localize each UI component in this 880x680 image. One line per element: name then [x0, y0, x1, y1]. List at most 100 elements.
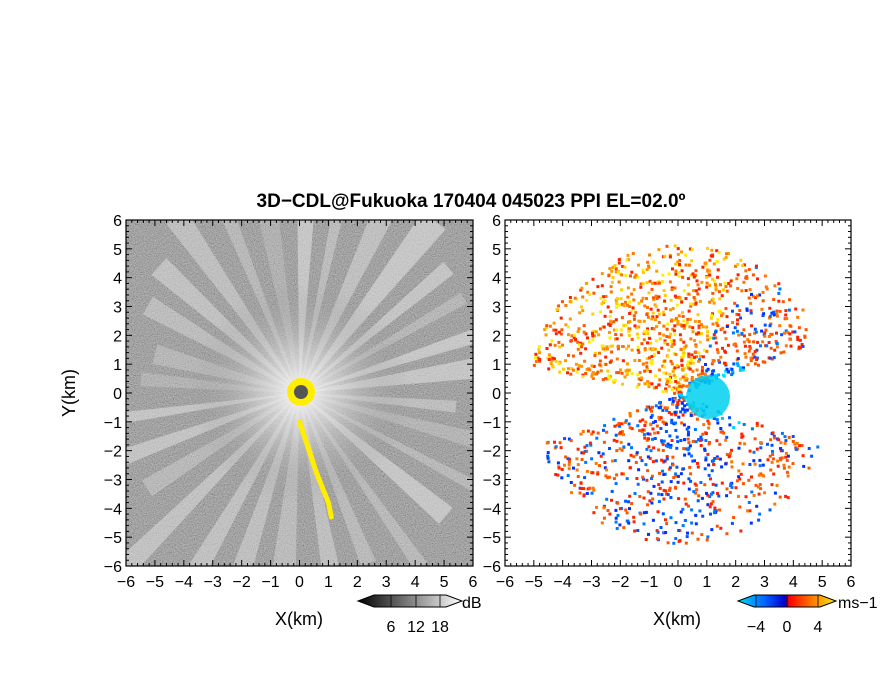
velocity-cell [636, 482, 640, 486]
velocity-cell [667, 384, 671, 388]
velocity-cell [742, 366, 745, 370]
velocity-cell [718, 360, 721, 364]
velocity-cell [687, 355, 691, 359]
velocity-cell [676, 480, 680, 484]
velocity-cell [700, 280, 704, 284]
velocity-cell [677, 391, 681, 394]
velocity-cell [585, 469, 589, 473]
velocity-cell [673, 375, 677, 379]
velocity-cell [688, 325, 692, 329]
velocity-cell [624, 508, 628, 512]
velocity-cell [716, 457, 720, 460]
velocity-cell [690, 454, 693, 458]
velocity-cell [614, 267, 618, 271]
velocity-cell [576, 367, 580, 371]
velocity-cell [617, 280, 621, 284]
velocity-cell [651, 346, 655, 350]
velocity-cell [718, 283, 722, 287]
velocity-cell [719, 430, 723, 434]
velocity-cell [687, 477, 691, 481]
velocity-cell [650, 413, 654, 417]
velocity-cell [720, 294, 724, 298]
velocity-cell [681, 507, 685, 511]
velocity-cell [634, 311, 638, 315]
velocity-cell [785, 470, 789, 474]
velocity-cell [599, 310, 603, 314]
velocity-cell [685, 321, 689, 325]
velocity-cell [785, 459, 789, 462]
velocity-cell [758, 293, 761, 297]
velocity-cell [724, 438, 728, 442]
velocity-cell [684, 297, 688, 300]
velocity-cell [731, 331, 735, 335]
velocity-cell [750, 475, 753, 479]
velocity-cell [577, 364, 581, 368]
velocity-cell [735, 329, 739, 333]
velocity-cell [639, 378, 643, 382]
velocity-cell [606, 377, 610, 381]
velocity-cell [677, 381, 681, 385]
velocity-cell [773, 491, 777, 495]
velocity-cell [567, 333, 570, 337]
velocity-cell [590, 457, 594, 461]
velocity-cell [649, 341, 653, 345]
velocity-cell [655, 297, 659, 300]
velocity-cell [632, 288, 636, 292]
velocity-cell [668, 434, 672, 438]
velocity-cell [733, 301, 737, 305]
velocity-cell [703, 467, 707, 471]
velocity-cell [584, 332, 588, 336]
velocity-cell [742, 328, 746, 332]
velocity-cell [585, 281, 589, 285]
velocity-cell [740, 289, 744, 293]
velocity-cell [707, 442, 711, 446]
velocity-cell [632, 317, 636, 321]
velocity-cell [791, 462, 795, 466]
velocity-cell [614, 433, 618, 437]
velocity-cell [754, 483, 758, 487]
velocity-cell [807, 466, 811, 470]
velocity-cell [681, 275, 685, 279]
velocity-cell [800, 444, 804, 447]
velocity-cell [732, 426, 736, 430]
velocity-cell [711, 297, 715, 301]
velocity-cell [569, 372, 573, 376]
velocity-cell [665, 244, 669, 248]
velocity-cell [725, 315, 729, 319]
velocity-cell [778, 456, 782, 460]
velocity-cell [653, 420, 657, 423]
velocity-cell [591, 334, 595, 338]
velocity-cell [704, 261, 708, 265]
velocity-cell [559, 332, 563, 336]
velocity-cell [661, 442, 665, 446]
velocity-cell [606, 476, 610, 480]
velocity-cell [641, 268, 645, 272]
velocity-cell [739, 316, 743, 320]
velocity-cell [692, 289, 695, 293]
velocity-cell [641, 362, 645, 366]
x-tick-label: 1 [324, 574, 333, 591]
velocity-cell [705, 538, 709, 542]
velocity-cell [791, 435, 795, 438]
velocity-cell [727, 282, 731, 285]
velocity-cell [648, 370, 652, 373]
velocity-cell [653, 352, 656, 356]
velocity-cell [742, 280, 746, 284]
velocity-cell [567, 460, 571, 464]
velocity-cell [732, 516, 736, 519]
velocity-cell [679, 383, 683, 387]
velocity-cell [537, 348, 541, 352]
velocity-cell [707, 426, 711, 430]
velocity-cell [604, 377, 608, 381]
velocity-cell [752, 494, 756, 497]
velocity-cell [729, 451, 732, 455]
velocity-cell [657, 295, 661, 299]
velocity-cell [698, 340, 702, 344]
velocity-cell [694, 345, 698, 349]
feature-track [297, 419, 334, 520]
velocity-cell [598, 464, 601, 468]
velocity-cell [688, 361, 692, 365]
velocity-cell [679, 377, 683, 381]
velocity-cell [556, 473, 560, 477]
velocity-cell [771, 449, 774, 453]
